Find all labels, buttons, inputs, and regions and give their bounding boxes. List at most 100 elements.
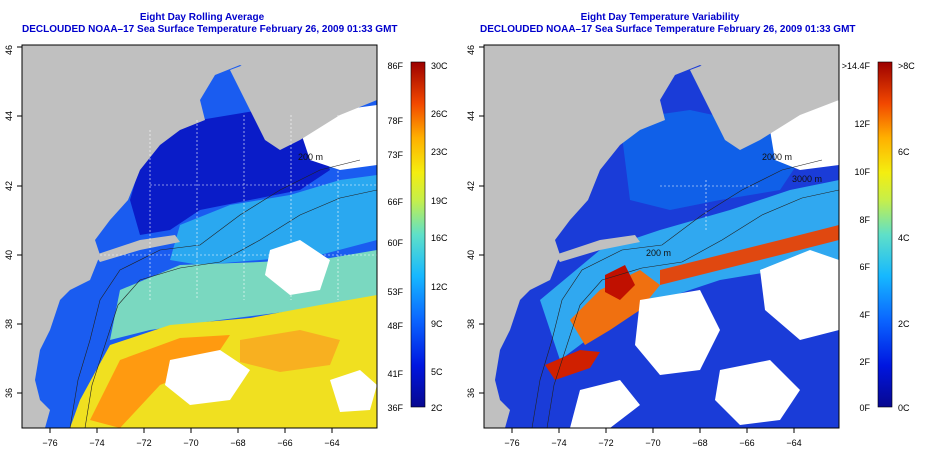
right-lat-42: 42 <box>466 181 476 191</box>
left-lat-36: 36 <box>4 388 14 398</box>
left-cloud-gap-3 <box>330 370 377 412</box>
right-cb-6c: 6C <box>898 147 910 157</box>
left-lon-ticks <box>49 428 333 433</box>
right-lat-44: 44 <box>466 111 476 121</box>
right-map-frame <box>483 44 840 429</box>
left-cb-36f: 36F <box>387 403 403 413</box>
right-lon-72: −72 <box>598 438 613 448</box>
right-lon-66: −66 <box>739 438 754 448</box>
right-title: Eight Day Temperature Variability DECLOU… <box>480 12 856 36</box>
left-contour-2000m <box>84 189 377 428</box>
left-lat-40: 40 <box>4 250 14 260</box>
right-lon-64: −64 <box>786 438 801 448</box>
right-lat-36: 36 <box>466 388 476 398</box>
left-lat-ticks <box>17 46 22 394</box>
right-cb-10f: 10F <box>854 167 870 177</box>
left-lat-38: 38 <box>4 319 14 329</box>
right-lon-ticks <box>511 428 795 433</box>
right-cb-8c: >8C <box>898 61 915 71</box>
right-lat-labels: 36 38 40 42 44 46 <box>466 45 476 398</box>
right-cb-0f: 0F <box>859 403 870 413</box>
left-cb-48f: 48F <box>387 321 403 331</box>
left-colorbar-labels-f: 86F 78F 73F 66F 60F 53F 48F 41F 36F <box>387 61 403 413</box>
left-cb-19c: 19C <box>431 196 448 206</box>
left-map <box>22 45 377 428</box>
right-contour-label-3000m: 3000 m <box>792 174 822 184</box>
left-title: Eight Day Rolling Average DECLOUDED NOAA… <box>22 12 398 36</box>
left-cb-73f: 73F <box>387 150 403 160</box>
right-cloud-gap-1 <box>635 290 720 375</box>
right-cb-2f: 2F <box>859 357 870 367</box>
right-stream-band <box>660 225 839 285</box>
right-front-red <box>605 265 635 300</box>
right-lon-76: −76 <box>504 438 519 448</box>
left-warm-eddy <box>240 330 340 372</box>
left-lat-labels: 36 38 40 42 44 46 <box>4 45 14 398</box>
left-cb-23c: 23C <box>431 147 448 157</box>
left-lon-64: −64 <box>324 438 339 448</box>
left-lon-70: −70 <box>183 438 198 448</box>
left-cb-78f: 78F <box>387 116 403 126</box>
right-cb-4c: 4C <box>898 233 910 243</box>
right-lon-labels: −76 −74 −72 −70 −68 −66 −64 <box>504 438 801 448</box>
right-lon-68: −68 <box>692 438 707 448</box>
left-title-line1: Eight Day Rolling Average <box>139 12 265 23</box>
left-cb-12c: 12C <box>431 282 448 292</box>
left-cb-16c: 16C <box>431 233 448 243</box>
left-cloud-gap-2 <box>265 240 330 295</box>
left-lat-44: 44 <box>4 111 14 121</box>
right-contour-2000m <box>546 189 839 428</box>
right-land <box>484 45 839 428</box>
right-cloud-gap-2 <box>760 250 839 340</box>
left-lat-42: 42 <box>4 181 14 191</box>
right-nova-scotia <box>690 50 839 150</box>
left-cb-30c: 30C <box>431 61 448 71</box>
right-long-island <box>555 235 640 262</box>
right-contour-label-200m: 200 m <box>646 248 671 258</box>
left-cb-66f: 66F <box>387 197 403 207</box>
left-lon-66: −66 <box>277 438 292 448</box>
right-cloud-gap-5 <box>570 380 640 428</box>
left-lat-46: 46 <box>4 45 14 55</box>
left-cb-2c: 2C <box>431 403 443 413</box>
left-map-frame <box>21 44 378 429</box>
right-red-band <box>545 350 600 380</box>
left-lon-68: −68 <box>230 438 245 448</box>
left-lon-labels: −76 −74 −72 −70 −68 −66 −64 <box>42 438 339 448</box>
left-nova-scotia <box>230 50 377 150</box>
right-map <box>484 45 839 428</box>
left-cb-53f: 53F <box>387 287 403 297</box>
right-colorbar-labels-f: >14.4F 12F 10F 8F 6F 4F 2F 0F <box>842 61 871 413</box>
right-colorbar <box>877 61 893 408</box>
right-title-line2: DECLOUDED NOAA–17 Sea Surface Temperatur… <box>480 24 856 35</box>
right-cb-14f: >14.4F <box>842 61 871 71</box>
left-gridlines <box>100 115 377 300</box>
left-cb-26c: 26C <box>431 109 448 119</box>
left-cb-5c: 5C <box>431 367 443 377</box>
right-cloud-gap-3 <box>715 360 800 425</box>
right-lon-70: −70 <box>645 438 660 448</box>
left-cb-60f: 60F <box>387 238 403 248</box>
right-contour-label-2000m: 2000 m <box>762 152 792 162</box>
right-cb-8f: 8F <box>859 215 870 225</box>
left-land <box>22 45 377 428</box>
right-cb-4f: 4F <box>859 310 870 320</box>
right-gridlines <box>660 180 760 230</box>
right-cloud-gap-4 <box>770 100 839 170</box>
left-colorbar <box>410 61 426 408</box>
right-contour-200m <box>531 159 823 428</box>
left-lon-72: −72 <box>136 438 151 448</box>
left-cb-86f: 86F <box>387 61 403 71</box>
right-lon-74: −74 <box>551 438 566 448</box>
right-lat-40: 40 <box>466 250 476 260</box>
right-cb-6f: 6F <box>859 262 870 272</box>
right-cb-12f: 12F <box>854 119 870 129</box>
right-title-line1: Eight Day Temperature Variability <box>580 12 740 23</box>
left-cb-41f: 41F <box>387 369 403 379</box>
left-cb-9c: 9C <box>431 319 443 329</box>
right-colorbar-labels-c: >8C 6C 4C 2C 0C <box>898 61 915 413</box>
right-front-orange <box>570 270 660 345</box>
left-contour-label: 200 m <box>298 152 323 162</box>
right-lat-46: 46 <box>466 45 476 55</box>
